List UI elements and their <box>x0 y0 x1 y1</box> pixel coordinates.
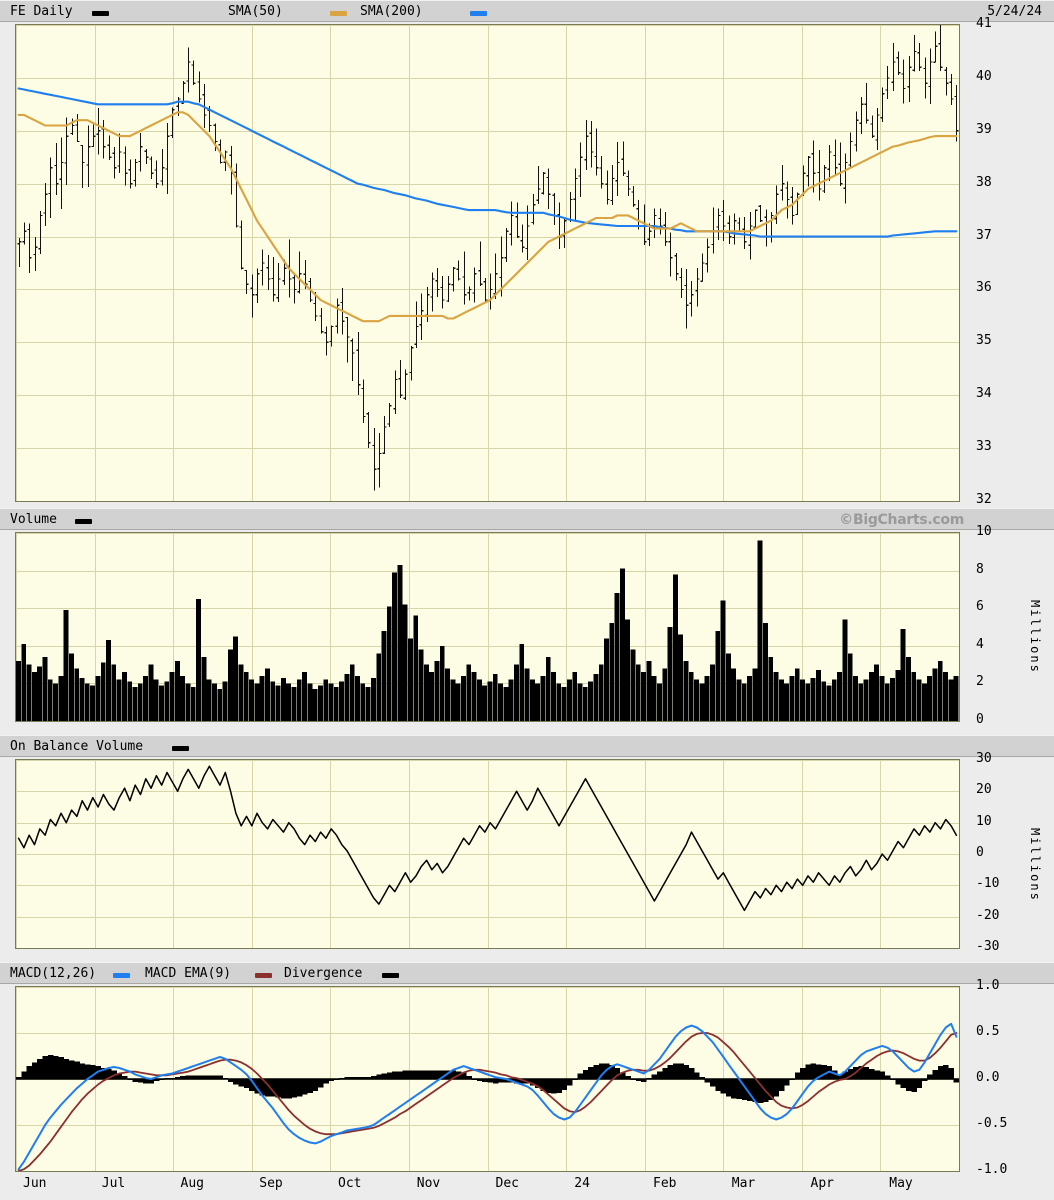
symbol-color-swatch <box>92 11 109 16</box>
volume-axis-tick: 8 <box>976 561 984 577</box>
volume-axis-tick: 2 <box>976 674 984 690</box>
volume-axis-tick: 6 <box>976 599 984 615</box>
x-axis-tick: Jul <box>101 1176 126 1191</box>
obv-unit-label: Millions <box>1028 828 1042 902</box>
volume-panel-header: Volume ©BigCharts.com <box>0 508 1054 530</box>
symbol-label: FE Daily <box>10 4 73 19</box>
price-axis: 32 33 34 35 36 37 38 39 40 41 <box>962 16 1054 507</box>
x-axis-tick: Feb <box>653 1176 677 1191</box>
x-axis-tick: Nov <box>416 1176 441 1191</box>
obv-axis: -30 -20 -10 0 10 20 30 <box>962 751 1054 954</box>
bigcharts-watermark: ©BigCharts.com <box>839 512 964 528</box>
price-axis-tick: 35 <box>976 333 992 349</box>
volume-axis: 0 2 4 6 8 10 <box>962 524 1054 727</box>
price-axis-tick: 39 <box>976 121 992 137</box>
sma200-color-swatch <box>470 11 487 16</box>
price-axis-tick: 32 <box>976 492 992 507</box>
macd-ema-color-swatch <box>255 973 272 978</box>
obv-axis-tick: 0 <box>976 845 984 860</box>
obv-axis-tick: 10 <box>976 813 992 829</box>
divergence-color-swatch <box>382 973 399 978</box>
legend-label-sma50: SMA(50) <box>228 4 283 19</box>
obv-axis-tick: -10 <box>976 876 1000 892</box>
x-axis: Jun Jul Aug Sep Oct Nov Dec 24 Feb Mar Apr May <box>0 1172 1054 1198</box>
price-axis-tick: 38 <box>976 174 992 190</box>
price-axis-tick: 36 <box>976 280 992 296</box>
obv-axis-tick: -30 <box>976 939 1000 954</box>
price-panel-header: FE Daily SMA(50) SMA(200) 5/24/24 <box>0 0 1054 22</box>
volume-axis-tick: 10 <box>976 524 992 539</box>
x-axis-tick: 24 <box>574 1176 590 1191</box>
quote-date: 5/24/24 <box>987 4 1042 19</box>
sma50-color-swatch <box>330 11 347 16</box>
legend-label-macd: MACD(12,26) <box>10 966 97 981</box>
x-axis-tick: May <box>889 1176 913 1191</box>
x-axis-tick: Apr <box>810 1176 834 1191</box>
obv-color-swatch <box>172 746 189 751</box>
legend-label-sma200: SMA(200) <box>360 4 423 19</box>
volume-color-swatch <box>75 519 92 524</box>
macd-axis-tick: 0.0 <box>976 1070 1000 1085</box>
obv-axis-tick: -20 <box>976 907 1000 923</box>
x-axis-tick: Aug <box>180 1176 204 1191</box>
macd-axis-tick: 0.5 <box>976 1024 1000 1039</box>
obv-panel-header: On Balance Volume <box>0 735 1054 757</box>
macd-axis-tick: -1.0 <box>976 1162 1008 1177</box>
price-axis-tick: 41 <box>976 16 992 31</box>
legend-label-divergence: Divergence <box>284 966 363 981</box>
macd-axis: -1.0 -0.5 0.0 0.5 1.0 <box>962 978 1054 1177</box>
legend-label-macd-ema: MACD EMA(9) <box>145 966 232 981</box>
price-axis-tick: 40 <box>976 68 992 84</box>
x-axis-tick: Sep <box>259 1176 283 1191</box>
x-axis-tick: Mar <box>731 1176 756 1191</box>
macd-chart-plot[interactable] <box>15 986 960 1172</box>
price-axis-tick: 37 <box>976 227 992 243</box>
obv-title: On Balance Volume <box>10 739 144 754</box>
volume-title: Volume <box>10 512 57 527</box>
macd-axis-tick: 1.0 <box>976 978 1000 993</box>
volume-chart-plot[interactable] <box>15 532 960 722</box>
volume-unit-label: Millions <box>1028 600 1042 674</box>
price-chart-plot[interactable] <box>15 24 960 502</box>
obv-axis-tick: 20 <box>976 782 992 798</box>
macd-panel-header: MACD(12,26) MACD EMA(9) Divergence <box>0 962 1054 984</box>
x-axis-tick: Jun <box>23 1176 47 1191</box>
obv-axis-tick: 30 <box>976 751 992 766</box>
macd-axis-tick: -0.5 <box>976 1116 1008 1131</box>
x-axis-tick: Oct <box>338 1176 362 1191</box>
volume-axis-tick: 0 <box>976 712 984 727</box>
x-axis-tick: Dec <box>495 1176 519 1191</box>
price-axis-tick: 34 <box>976 386 992 402</box>
price-axis-tick: 33 <box>976 439 992 455</box>
volume-axis-tick: 4 <box>976 636 984 652</box>
obv-chart-plot[interactable] <box>15 759 960 949</box>
macd-color-swatch <box>113 973 130 978</box>
